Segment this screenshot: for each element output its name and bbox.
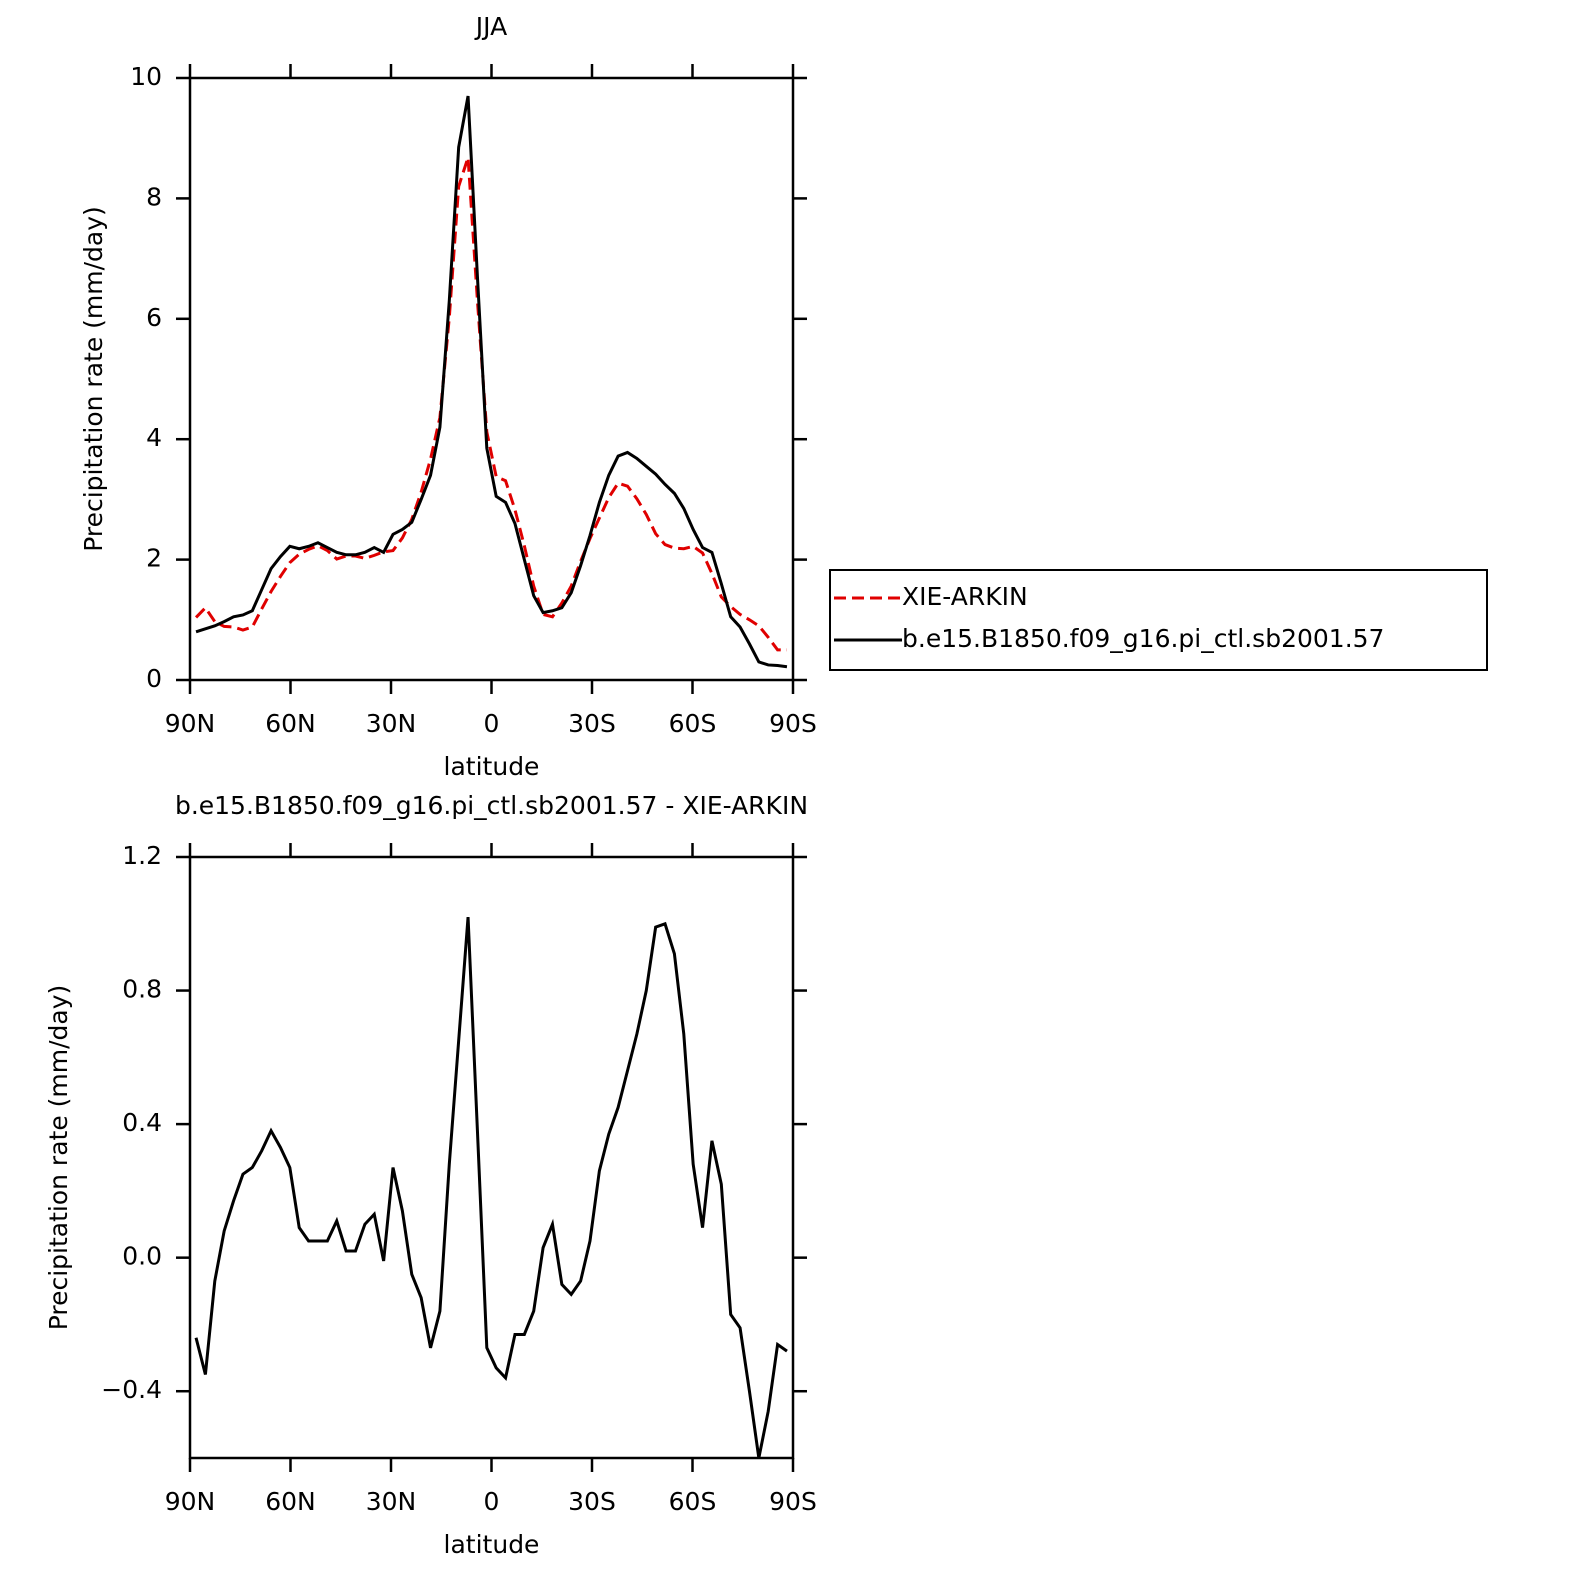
chart-title: b.e15.B1850.f09_g16.pi_ctl.sb2001.57 - X… bbox=[175, 791, 808, 820]
y-tick-label: 8 bbox=[146, 182, 162, 211]
x-tick-label: 60N bbox=[265, 1487, 316, 1516]
x-tick-label: 90S bbox=[769, 709, 817, 738]
y-tick-label: 2 bbox=[146, 544, 162, 573]
x-tick-label: 60N bbox=[265, 709, 316, 738]
data-line bbox=[195, 95, 788, 669]
x-tick-label: 60S bbox=[669, 709, 717, 738]
plot-frame bbox=[188, 76, 795, 682]
x-tick-label: 30N bbox=[366, 709, 417, 738]
x-tick-label: 0 bbox=[484, 1487, 500, 1516]
legend-box bbox=[829, 569, 1488, 671]
legend-label: XIE-ARKIN bbox=[902, 582, 1028, 611]
y-tick-label: 0.8 bbox=[122, 975, 162, 1004]
x-tick-label: 90N bbox=[165, 709, 216, 738]
y-tick-label: 1.2 bbox=[122, 841, 162, 870]
plot-frame bbox=[188, 855, 795, 1460]
x-tick-label: 30S bbox=[568, 1487, 616, 1516]
data-line bbox=[194, 157, 787, 652]
x-tick-label: 30S bbox=[568, 709, 616, 738]
x-tick-label: 90S bbox=[769, 1487, 817, 1516]
legend-label: b.e15.B1850.f09_g16.pi_ctl.sb2001.57 bbox=[902, 624, 1384, 653]
data-line bbox=[194, 916, 788, 1459]
x-tick-label: 90N bbox=[165, 1487, 216, 1516]
y-tick-label: −0.4 bbox=[101, 1375, 162, 1404]
x-tick-label: 0 bbox=[484, 709, 500, 738]
y-axis-label: Precipitation rate (mm/day) bbox=[44, 985, 73, 1331]
y-axis-label: Precipitation rate (mm/day) bbox=[79, 206, 108, 552]
x-tick-label: 30N bbox=[366, 1487, 417, 1516]
y-tick-label: 10 bbox=[130, 62, 162, 91]
y-tick-label: 4 bbox=[146, 423, 162, 452]
x-tick-label: 60S bbox=[669, 1487, 717, 1516]
x-axis-label: latitude bbox=[444, 752, 540, 781]
chart-title: JJA bbox=[474, 12, 507, 41]
y-tick-label: 0 bbox=[146, 664, 162, 693]
y-tick-label: 6 bbox=[146, 303, 162, 332]
y-tick-label: 0.0 bbox=[122, 1242, 162, 1271]
x-axis-label: latitude bbox=[444, 1530, 540, 1559]
y-tick-label: 0.4 bbox=[122, 1108, 162, 1137]
